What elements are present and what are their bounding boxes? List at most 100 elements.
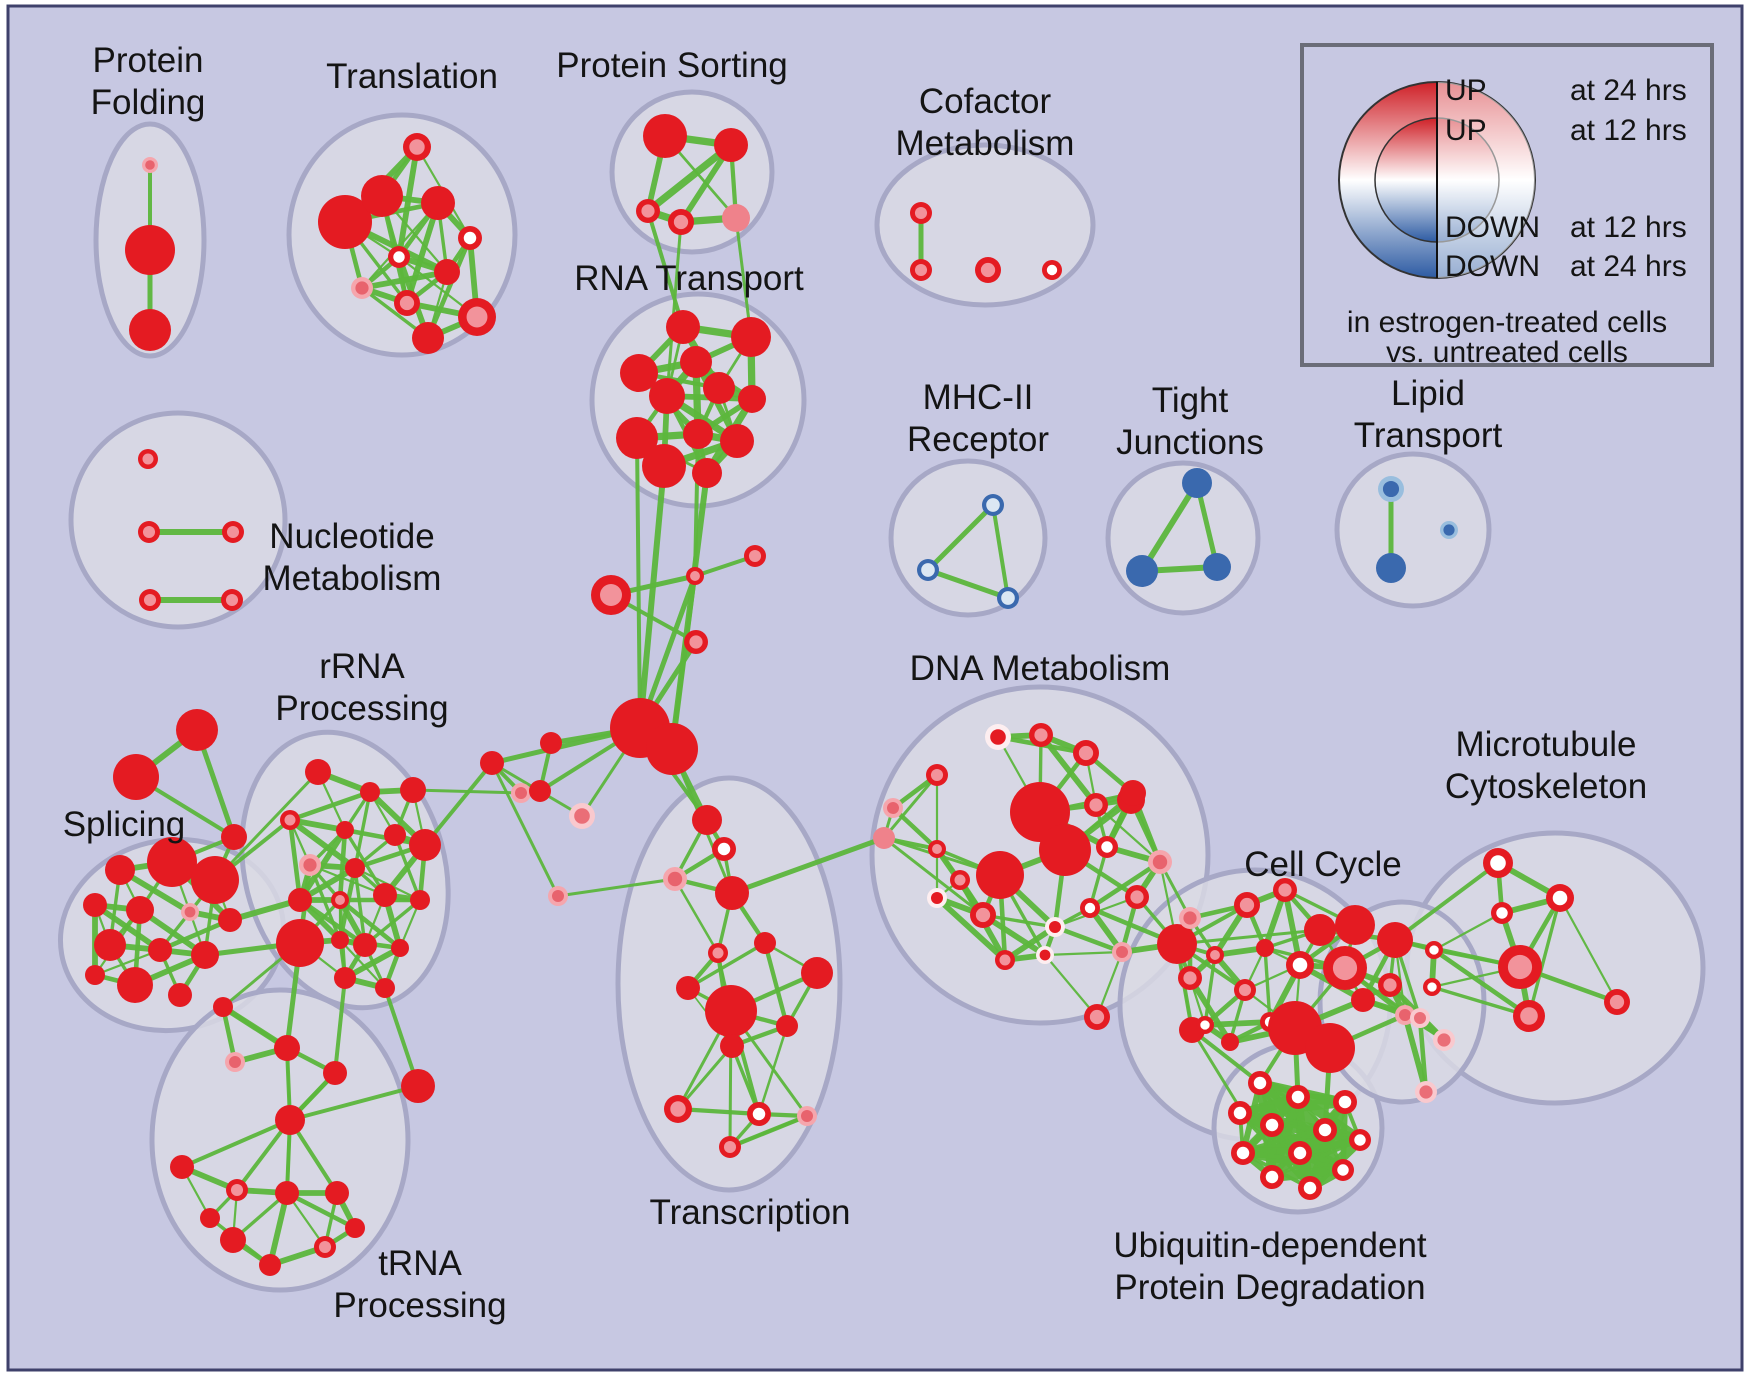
edge	[157, 917, 233, 953]
network-node	[412, 322, 444, 354]
network-node	[1377, 922, 1413, 958]
edge	[1402, 1012, 1429, 1095]
edge	[337, 897, 403, 951]
cluster-microtubule-cytoskeleton-label: Cytoskeleton	[1445, 767, 1647, 806]
cluster-nucleotide-metabolism-label: Nucleotide	[269, 517, 434, 556]
network-node	[744, 545, 766, 567]
edge	[1043, 953, 1099, 1019]
network-node	[280, 810, 300, 830]
legend-term: DOWN	[1445, 211, 1540, 244]
network-node	[222, 521, 244, 543]
cluster-trna-processing-label: Processing	[333, 1286, 506, 1325]
legend: UP at 24 hrs UP at 12 hrs DOWN at 12 hrs DOWN a…	[1300, 43, 1714, 369]
network-node	[1376, 553, 1406, 583]
network-node	[873, 827, 895, 849]
network-node	[722, 204, 750, 232]
network-node	[995, 950, 1015, 970]
network-node	[1084, 1004, 1110, 1030]
edge	[353, 866, 367, 947]
edge	[1393, 861, 1500, 942]
cluster-lipid-transport-label: Transport	[1354, 416, 1503, 455]
network-node	[1234, 892, 1260, 918]
edge	[267, 1190, 290, 1268]
network-node	[1273, 878, 1297, 902]
cluster-tight-junctions-label: Junctions	[1116, 423, 1264, 462]
network-node	[83, 893, 107, 917]
network-node	[747, 1102, 771, 1126]
network-node	[218, 908, 242, 932]
network-node	[221, 824, 247, 850]
edge	[383, 986, 420, 1088]
cluster-mhc-ii-receptor-ellipse	[888, 458, 1048, 618]
network-node	[917, 559, 939, 581]
cluster-translation-label: Translation	[326, 57, 498, 96]
edge	[635, 436, 642, 730]
network-node	[719, 1136, 741, 1158]
network-node	[1120, 780, 1146, 806]
network-node	[620, 354, 658, 392]
cluster-nucleotide-metabolism-label: Metabolism	[263, 559, 442, 598]
network-node	[325, 1181, 349, 1205]
network-node	[548, 886, 568, 906]
legend-time: at 12 hrs	[1570, 211, 1687, 244]
network-node	[299, 854, 321, 876]
network-node	[1513, 1000, 1545, 1032]
network-node	[1125, 885, 1149, 909]
network-node	[686, 567, 704, 585]
network-node	[643, 114, 687, 158]
network-node	[1157, 924, 1197, 964]
network-node	[176, 709, 218, 751]
network-node	[680, 346, 712, 378]
network-node	[410, 890, 430, 910]
edge	[644, 141, 735, 215]
edge	[762, 940, 790, 1029]
network-node	[1378, 973, 1402, 997]
edge	[1202, 1019, 1273, 1028]
network-node	[126, 896, 154, 924]
network-node	[985, 724, 1011, 750]
network-node	[200, 1208, 220, 1228]
network-node	[421, 186, 455, 220]
network-node	[1491, 902, 1513, 924]
cluster-rrna-processing-label: Processing	[275, 689, 448, 728]
network-node	[221, 589, 243, 611]
edge	[673, 877, 720, 955]
network-node	[540, 732, 562, 754]
network-node	[676, 976, 700, 1000]
edge	[1139, 480, 1200, 574]
network-node	[928, 840, 946, 858]
network-node	[125, 225, 175, 275]
network-node	[738, 385, 766, 413]
network-node	[334, 967, 356, 989]
network-node	[1221, 1033, 1239, 1051]
network-node	[797, 1106, 817, 1126]
legend-term: UP	[1445, 74, 1487, 107]
network-node	[1045, 917, 1065, 937]
network-node	[1304, 914, 1336, 946]
edge	[934, 895, 1008, 963]
cluster-ubiquitin-degradation-label: Ubiquitin-dependent	[1113, 1226, 1427, 1265]
network-node	[982, 494, 1004, 516]
network-node	[666, 310, 700, 344]
edge	[637, 463, 667, 731]
legend-term: UP	[1445, 114, 1487, 147]
network-node	[345, 1218, 365, 1238]
network-node	[1349, 1129, 1371, 1151]
network-node	[384, 824, 406, 846]
edge	[925, 502, 996, 573]
network-node	[1196, 1016, 1214, 1034]
network-node	[353, 933, 377, 957]
network-node	[642, 444, 686, 488]
network-node	[139, 589, 161, 611]
edge	[693, 432, 700, 578]
network-node	[591, 575, 631, 615]
network-node	[1351, 988, 1375, 1012]
network-node	[117, 967, 153, 1003]
cluster-dna-metabolism-label: DNA Metabolism	[910, 649, 1171, 688]
network-node	[1080, 898, 1100, 918]
cluster-rrna-processing-label: rRNA	[319, 647, 405, 686]
network-node	[1029, 723, 1053, 747]
network-node	[1182, 468, 1212, 498]
